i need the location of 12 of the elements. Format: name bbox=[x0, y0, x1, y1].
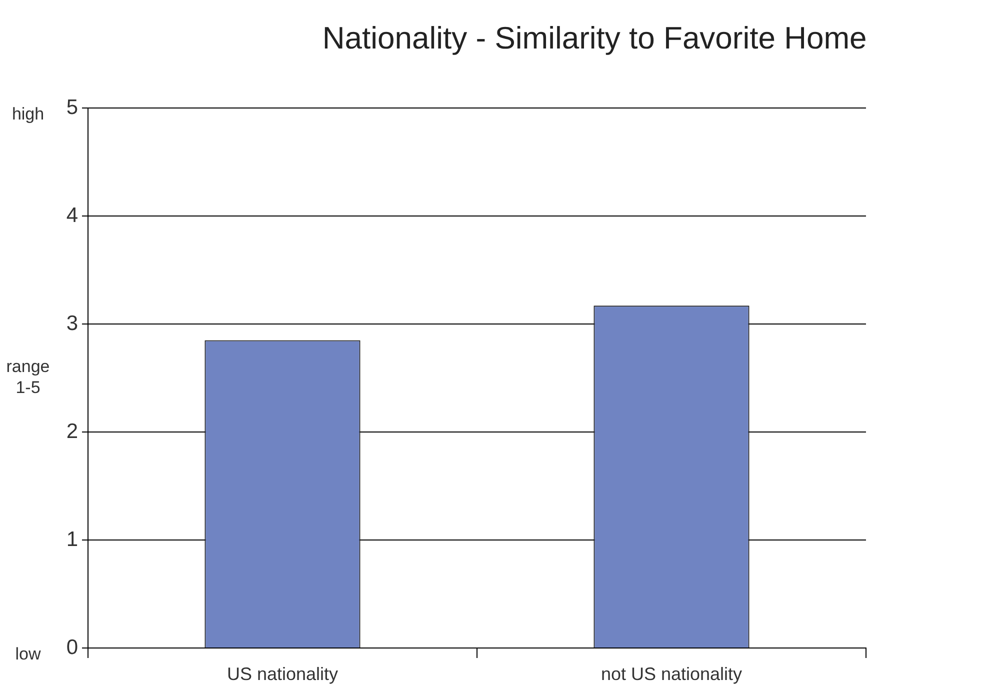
chart-title: Nationality - Similarity to Favorite Home bbox=[322, 20, 867, 56]
y-tick-label: 3 bbox=[66, 312, 78, 335]
y-tick-label: 1 bbox=[66, 528, 78, 551]
y-tick-label: 0 bbox=[66, 636, 78, 659]
x-tick-label: US nationality bbox=[226, 664, 338, 684]
x-tick-label: not US nationality bbox=[600, 664, 742, 684]
text: high bbox=[12, 104, 44, 124]
y-tick-label: 2 bbox=[66, 420, 78, 443]
y-tick-label: 5 bbox=[66, 96, 78, 119]
text: low bbox=[15, 644, 42, 664]
y-tick-label: 4 bbox=[66, 204, 78, 227]
y-axis-title: range 1-5 bbox=[6, 357, 50, 398]
